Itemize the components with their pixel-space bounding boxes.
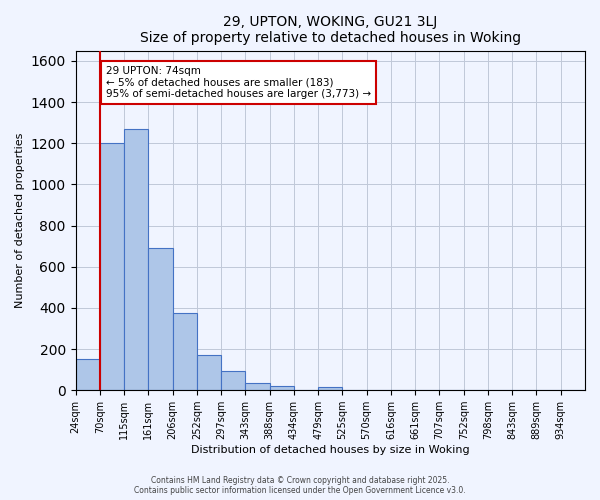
Bar (245, 383, 269, 390)
Bar (318, 387, 343, 390)
Bar (100, 143, 124, 390)
Y-axis label: Number of detached properties: Number of detached properties (15, 132, 25, 308)
Text: Contains HM Land Registry data © Crown copyright and database right 2025.
Contai: Contains HM Land Registry data © Crown c… (134, 476, 466, 495)
Bar (221, 370, 245, 390)
Bar (148, 248, 173, 390)
Bar (173, 313, 197, 390)
X-axis label: Distribution of detached houses by size in Woking: Distribution of detached houses by size … (191, 445, 470, 455)
Bar (197, 355, 221, 390)
Text: 29 UPTON: 74sqm
← 5% of detached houses are smaller (183)
95% of semi-detached h: 29 UPTON: 74sqm ← 5% of detached houses … (106, 66, 371, 99)
Bar (76, 360, 100, 390)
Title: 29, UPTON, WOKING, GU21 3LJ
Size of property relative to detached houses in Woki: 29, UPTON, WOKING, GU21 3LJ Size of prop… (140, 15, 521, 45)
Bar (269, 386, 294, 390)
Bar (124, 129, 148, 390)
